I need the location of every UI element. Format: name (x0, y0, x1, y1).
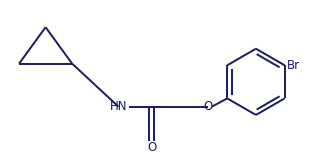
Text: Br: Br (287, 59, 300, 72)
Text: HN: HN (110, 100, 127, 113)
Text: O: O (147, 141, 156, 154)
Text: O: O (203, 100, 212, 113)
